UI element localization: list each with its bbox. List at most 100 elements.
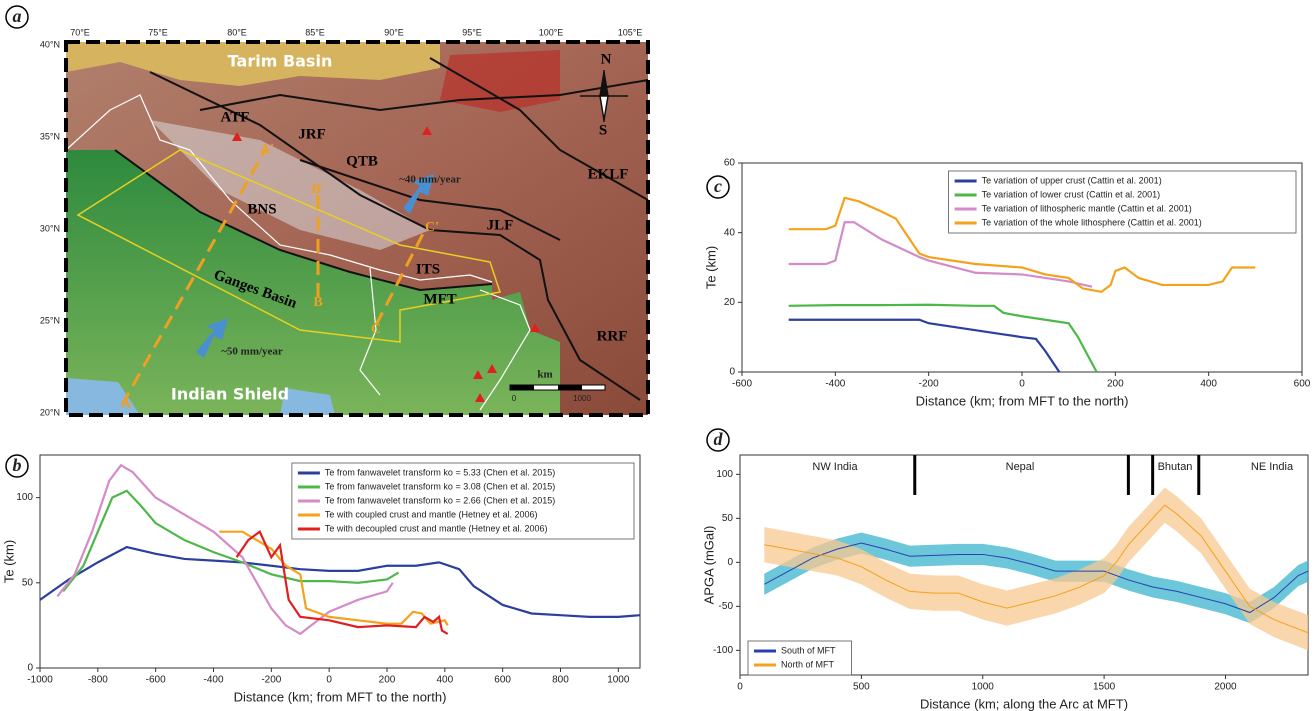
y-tick-label: 0 <box>727 557 733 568</box>
legend-label: Te variation of lithospheric mantle (Cat… <box>982 203 1192 213</box>
map-label: Indian Shield <box>171 385 289 404</box>
x-tick-label: 400 <box>1200 379 1217 390</box>
y-tick-label: 0 <box>729 367 735 378</box>
y-axis-label: Te (km) <box>1 540 16 583</box>
y-tick-label: 60 <box>724 158 736 169</box>
y-tick-label: 100 <box>716 469 733 480</box>
x-tick-label: -400 <box>203 675 223 686</box>
x-axis-label: Distance (km; from MFT to the north) <box>916 393 1129 408</box>
lon-tick-label: 100°E <box>539 27 564 37</box>
series-line <box>789 305 1097 372</box>
map-label: RRF <box>597 328 628 344</box>
legend-label: South of MFT <box>781 645 836 655</box>
legend-label: Te from fanwavelet transform ko = 5.33 (… <box>325 467 555 477</box>
y-tick-label: 20 <box>724 297 736 308</box>
map-label: JLF <box>487 217 514 233</box>
lat-tick-label: 40°N <box>40 39 60 49</box>
lat-tick-label: 25°N <box>40 315 60 325</box>
legend-label: Te variation of upper crust (Cattin et a… <box>982 175 1162 185</box>
map-label: km <box>537 369 552 381</box>
x-tick-label: 600 <box>494 675 511 686</box>
x-tick-label: 800 <box>552 675 569 686</box>
y-tick-label: -100 <box>713 645 733 656</box>
figure: a 70°E 75°E 80°E 85°E 90°E 95°E 100°E 105°E 40°N 3… <box>0 0 1314 711</box>
x-tick-label: -400 <box>825 379 845 390</box>
panel-label: c <box>714 176 722 196</box>
map-label: C' <box>425 220 439 235</box>
lat-tick-label: 20°N <box>40 407 60 417</box>
map-label: 0 <box>512 394 517 403</box>
x-tick-label: 200 <box>1107 379 1124 390</box>
map-label: Tarim Basin <box>228 52 333 71</box>
map-label: B <box>313 295 322 310</box>
lon-tick-label: 105°E <box>618 27 643 37</box>
x-axis-label: Distance (km; along the Arc at MFT) <box>920 696 1128 711</box>
lon-tick-label: 85°E <box>305 27 325 37</box>
y-tick-label: 0 <box>27 663 33 674</box>
x-tick-label: 0 <box>1019 379 1025 390</box>
legend-label: Te from fanwavelet transform ko = 3.08 (… <box>325 481 555 491</box>
legend-label: Te from fanwavelet transform ko = 2.66 (… <box>325 495 555 505</box>
lon-tick-label: 80°E <box>227 27 247 37</box>
x-tick-label: 1000 <box>972 682 995 693</box>
map-label: QTB <box>346 153 378 169</box>
x-tick-label: 0 <box>737 682 743 693</box>
lon-tick-label: 75°E <box>148 27 168 37</box>
legend-label: Te with coupled crust and mantle (Hetney… <box>325 509 538 519</box>
map-label: ~40 mm/year <box>399 174 461 186</box>
y-tick-label: -50 <box>719 601 734 612</box>
region-label: NE India <box>1251 461 1294 473</box>
highland <box>440 50 560 112</box>
map-label: A' <box>260 142 274 157</box>
legend-label: North of MFT <box>781 659 835 669</box>
map-label: ~50 mm/year <box>221 346 283 358</box>
x-tick-label: -1000 <box>27 675 53 686</box>
x-tick-label: -200 <box>919 379 939 390</box>
lon-tick-label: 70°E <box>70 27 90 37</box>
map-label: ITS <box>416 261 440 277</box>
x-tick-label: 400 <box>436 675 453 686</box>
map-label: MFT <box>423 291 456 307</box>
region-label: Bhutan <box>1158 461 1193 473</box>
panel-label: b <box>13 455 22 475</box>
y-tick-label: 50 <box>22 577 34 588</box>
legend-label: Te variation of lower crust (Cattin et a… <box>982 189 1161 199</box>
map-label: EKLF <box>588 166 629 182</box>
y-tick-label: 100 <box>16 492 33 503</box>
x-axis-label: Distance (km; from MFT to the north) <box>234 689 447 704</box>
x-tick-label: 1000 <box>607 675 630 686</box>
region-label: Nepal <box>1006 461 1035 473</box>
map-label: B' <box>311 182 324 197</box>
x-tick-label: -800 <box>88 675 108 686</box>
series-line <box>789 320 1060 372</box>
map-label: JRF <box>298 126 326 142</box>
map-label: 1000 <box>573 394 591 403</box>
x-tick-label: -600 <box>146 675 166 686</box>
x-tick-label: 600 <box>1294 379 1311 390</box>
panel-label: a <box>13 6 22 26</box>
x-tick-label: -600 <box>732 379 752 390</box>
map-label: S <box>599 122 607 138</box>
legend-label: Te variation of the whole lithosphere (C… <box>982 217 1202 227</box>
map <box>66 42 648 415</box>
x-tick-label: 500 <box>853 682 870 693</box>
y-axis-label: Te (km) <box>703 246 718 289</box>
x-tick-label: 2000 <box>1214 682 1237 693</box>
plot-area <box>764 488 1308 651</box>
map-label: N <box>601 51 612 67</box>
x-tick-label: -200 <box>261 675 281 686</box>
y-tick-label: 50 <box>722 513 734 524</box>
region-label: NW India <box>812 461 858 473</box>
legend-label: Te with decoupled crust and mantle (Hetn… <box>325 523 548 533</box>
panel-label: d <box>714 429 724 449</box>
map-label: A <box>121 397 132 412</box>
map-label: BNS <box>247 201 276 217</box>
scale-bar <box>510 385 605 390</box>
lon-tick-label: 90°E <box>384 27 404 37</box>
y-tick-label: 40 <box>724 227 736 238</box>
x-tick-label: 200 <box>379 675 396 686</box>
x-tick-label: 0 <box>326 675 332 686</box>
map-label: ATF <box>221 109 250 125</box>
lat-tick-label: 35°N <box>40 131 60 141</box>
lon-tick-label: 95°E <box>462 27 482 37</box>
